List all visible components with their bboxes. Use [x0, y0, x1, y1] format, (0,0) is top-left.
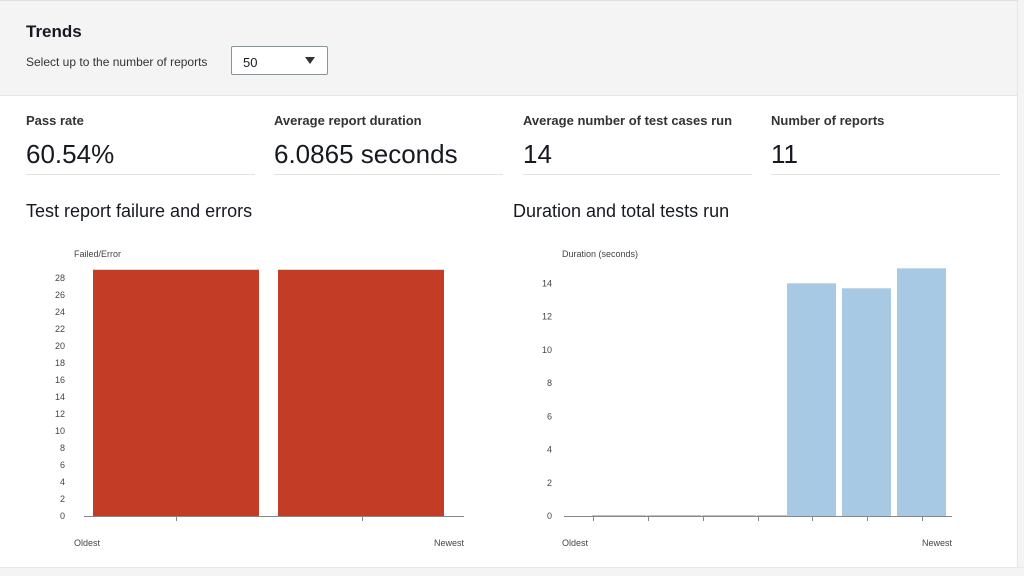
y-tick-label: 10: [55, 426, 65, 436]
y-axis-label: Duration (seconds): [562, 249, 638, 259]
y-tick-label: 4: [60, 477, 65, 487]
stat-pass-rate: Pass rate 60.54%: [26, 112, 255, 175]
bar: [842, 288, 891, 516]
bar: [647, 515, 701, 516]
stat-value: 11: [771, 139, 798, 169]
trends-header: Trends Select up to the number of report…: [0, 0, 1018, 96]
chart-title-failures: Test report failure and errors: [26, 201, 253, 221]
stat-label: Number of reports: [771, 113, 885, 128]
stat-value: 60.54%: [26, 139, 115, 169]
stat-average-duration: Average report duration 6.0865 seconds: [274, 112, 503, 175]
failures-chart: Failed/Error0246810121416182022242628Old…: [55, 249, 465, 548]
y-tick-label: 18: [55, 358, 65, 368]
x-end-label: Newest: [922, 538, 953, 548]
y-tick-label: 20: [55, 341, 65, 351]
y-tick-label: 0: [547, 511, 552, 521]
stat-number-of-reports: Number of reports 11: [771, 112, 1000, 175]
report-count-label: Select up to the number of reports: [26, 55, 208, 69]
y-tick-label: 8: [60, 443, 65, 453]
report-count-value: 50: [243, 55, 258, 70]
page-title: Trends: [26, 22, 82, 41]
bar: [787, 283, 836, 516]
bottom-edge: [0, 567, 1024, 576]
bar: [702, 515, 756, 516]
duration-chart: Duration (seconds) 0 2 4 6 8 10 12 14 Oldest Newes…: [542, 249, 953, 548]
stat-label: Average report duration: [274, 113, 422, 128]
stat-label: Pass rate: [26, 113, 84, 128]
x-end-label: Newest: [434, 538, 465, 548]
bar: [592, 515, 646, 516]
y-tick-label: 10: [542, 345, 552, 355]
bar: [278, 269, 444, 516]
y-tick-label: 2: [547, 478, 552, 488]
stat-value: 6.0865 seconds: [274, 139, 458, 169]
y-tick-label: 26: [55, 290, 65, 300]
y-tick-label: 12: [55, 409, 65, 419]
y-axis-label: Failed/Error: [74, 249, 121, 259]
report-count-select[interactable]: 50: [231, 46, 328, 75]
y-tick-label: 0: [60, 511, 65, 521]
chart-title-duration: Duration and total tests run: [513, 201, 730, 221]
x-start-label: Oldest: [74, 538, 101, 548]
caret-down-icon: [305, 57, 315, 64]
stat-value: 14: [523, 139, 552, 169]
stat-average-test-cases: Average number of test cases run 14: [523, 112, 752, 175]
bar: [897, 268, 946, 516]
scrollbar-track[interactable]: [1017, 0, 1024, 576]
y-tick-label: 22: [55, 324, 65, 334]
y-tick-label: 6: [547, 411, 552, 421]
bar: [757, 515, 811, 516]
y-tick-label: 24: [55, 307, 65, 317]
y-tick-label: 28: [55, 273, 65, 283]
y-tick-label: 12: [542, 312, 552, 322]
y-tick-label: 2: [60, 494, 65, 504]
y-tick-label: 16: [55, 375, 65, 385]
y-tick-label: 8: [547, 378, 552, 388]
y-tick-label: 6: [60, 460, 65, 470]
y-tick-label: 4: [547, 445, 552, 455]
x-start-label: Oldest: [562, 538, 589, 548]
y-tick-label: 14: [542, 278, 552, 288]
y-tick-label: 14: [55, 392, 65, 402]
bar: [93, 269, 259, 516]
stat-label: Average number of test cases run: [523, 113, 733, 128]
